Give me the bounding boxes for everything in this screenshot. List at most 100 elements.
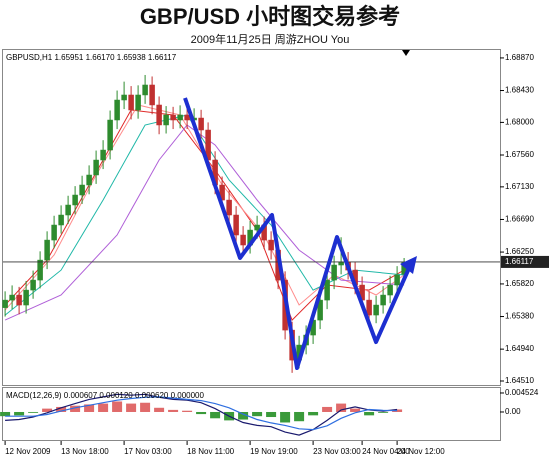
candle-body xyxy=(268,239,274,251)
candle-body xyxy=(23,289,29,306)
macd-bar xyxy=(308,411,319,416)
arrow-head xyxy=(400,256,417,274)
macd-bar xyxy=(350,408,361,412)
candle-body xyxy=(114,99,120,121)
candle-body xyxy=(142,84,148,96)
candle-body xyxy=(2,299,8,308)
price-label: GBPUSD,H1 1.65951 1.66170 1.65938 1.6611… xyxy=(6,53,177,62)
signal-line xyxy=(5,396,398,431)
x-tick-label: 12 Nov 2009 xyxy=(5,447,51,456)
macd-bar xyxy=(168,409,179,412)
macd-bar xyxy=(322,406,333,412)
macd-bar xyxy=(112,401,123,412)
candle-body xyxy=(121,94,127,101)
macd-bar xyxy=(392,409,403,412)
candle-body xyxy=(51,224,57,241)
y-tick-label: 1.68430 xyxy=(505,86,534,95)
macd-bar xyxy=(238,411,249,420)
macd-bar xyxy=(182,410,193,412)
candle-body xyxy=(254,224,260,231)
candle-body xyxy=(240,234,246,246)
candle-body xyxy=(72,194,78,206)
macd-bar xyxy=(0,411,11,417)
macd-bar xyxy=(280,411,291,423)
candle-body xyxy=(93,159,99,176)
candle-body xyxy=(58,214,64,226)
candle-body xyxy=(135,94,141,111)
macd-bar xyxy=(154,407,165,412)
candle-body xyxy=(233,214,239,236)
x-tick-label: 18 Nov 11:00 xyxy=(187,447,235,456)
candle-body xyxy=(170,114,176,121)
y-tick-label: 1.68870 xyxy=(505,53,534,62)
candle-body xyxy=(198,117,204,131)
macd-bar xyxy=(196,411,207,415)
candle-body xyxy=(107,119,113,151)
y-tick-label: 1.65380 xyxy=(505,312,534,321)
macd-panel xyxy=(2,387,501,441)
y-tick-label: 1.64940 xyxy=(505,344,534,353)
macd-line xyxy=(5,393,398,436)
candle-body xyxy=(387,284,393,296)
x-tick-label: 17 Nov 03:00 xyxy=(124,447,172,456)
candle-body xyxy=(79,184,85,196)
candle-body xyxy=(380,294,386,306)
page-subtitle: 2009年11月25日 周游ZHOU You xyxy=(191,32,350,46)
candle-body xyxy=(324,279,330,301)
macd-bar xyxy=(378,411,389,413)
candle-body xyxy=(37,259,43,281)
current-price-label: 1.66117 xyxy=(505,257,534,266)
candle-body xyxy=(163,114,169,126)
macd-bar xyxy=(98,403,109,412)
macd-bar xyxy=(84,404,95,412)
candle-body xyxy=(9,294,15,301)
candle-body xyxy=(65,204,71,216)
macd-bar xyxy=(28,411,39,413)
x-tick-label: 23 Nov 03:00 xyxy=(313,447,361,456)
candle-body xyxy=(30,279,36,291)
macd-bar xyxy=(252,411,263,417)
candle-body xyxy=(100,149,106,161)
candle-body xyxy=(184,114,190,121)
shift-marker xyxy=(402,50,410,56)
y-tick-label: 1.64510 xyxy=(505,376,534,385)
macd-bar xyxy=(266,411,277,418)
macd-bar xyxy=(140,402,151,412)
zigzag-arrow xyxy=(183,97,412,370)
x-tick-label: 19 Nov 19:00 xyxy=(250,447,298,456)
page-title: GBP/USD 小时图交易参考 xyxy=(140,4,400,29)
macd-bar xyxy=(210,411,221,419)
y-tick-label: 1.67130 xyxy=(505,182,534,191)
x-tick-label: 13 Nov 18:00 xyxy=(61,447,109,456)
macd-label: MACD(12,26,9) 0.000607 0.000120 0.000620… xyxy=(6,391,204,400)
candle-body xyxy=(394,274,400,286)
trend-annotation xyxy=(183,97,417,370)
current-price-box xyxy=(501,255,549,268)
y-tick-label: 1.65820 xyxy=(505,279,534,288)
y-tick-label: 1.68000 xyxy=(505,118,534,127)
candle-body xyxy=(156,104,162,126)
candle-body xyxy=(373,304,379,316)
candle-body xyxy=(16,294,22,306)
macd-bar xyxy=(56,406,67,412)
candle-body xyxy=(44,239,50,261)
y-tick-label: 0.004524 xyxy=(505,388,539,397)
x-tick-label: 24 Nov 12:00 xyxy=(397,447,445,456)
macd-bar xyxy=(70,405,81,412)
macd-bar xyxy=(364,411,375,416)
y-tick-label: 0.00 xyxy=(505,407,521,416)
macd-bar xyxy=(42,408,53,412)
y-tick-label: 1.66250 xyxy=(505,247,534,256)
candle-body xyxy=(177,114,183,121)
macd-bar xyxy=(336,403,347,412)
candle-body xyxy=(366,299,372,316)
candle-body xyxy=(338,261,344,266)
y-tick-label: 1.66690 xyxy=(505,215,534,224)
candle-body xyxy=(226,199,232,216)
candle-body xyxy=(86,174,92,186)
macd-bar xyxy=(294,411,305,422)
candle-body xyxy=(317,299,323,321)
macd-bar xyxy=(126,403,137,412)
price-panel xyxy=(2,49,501,386)
